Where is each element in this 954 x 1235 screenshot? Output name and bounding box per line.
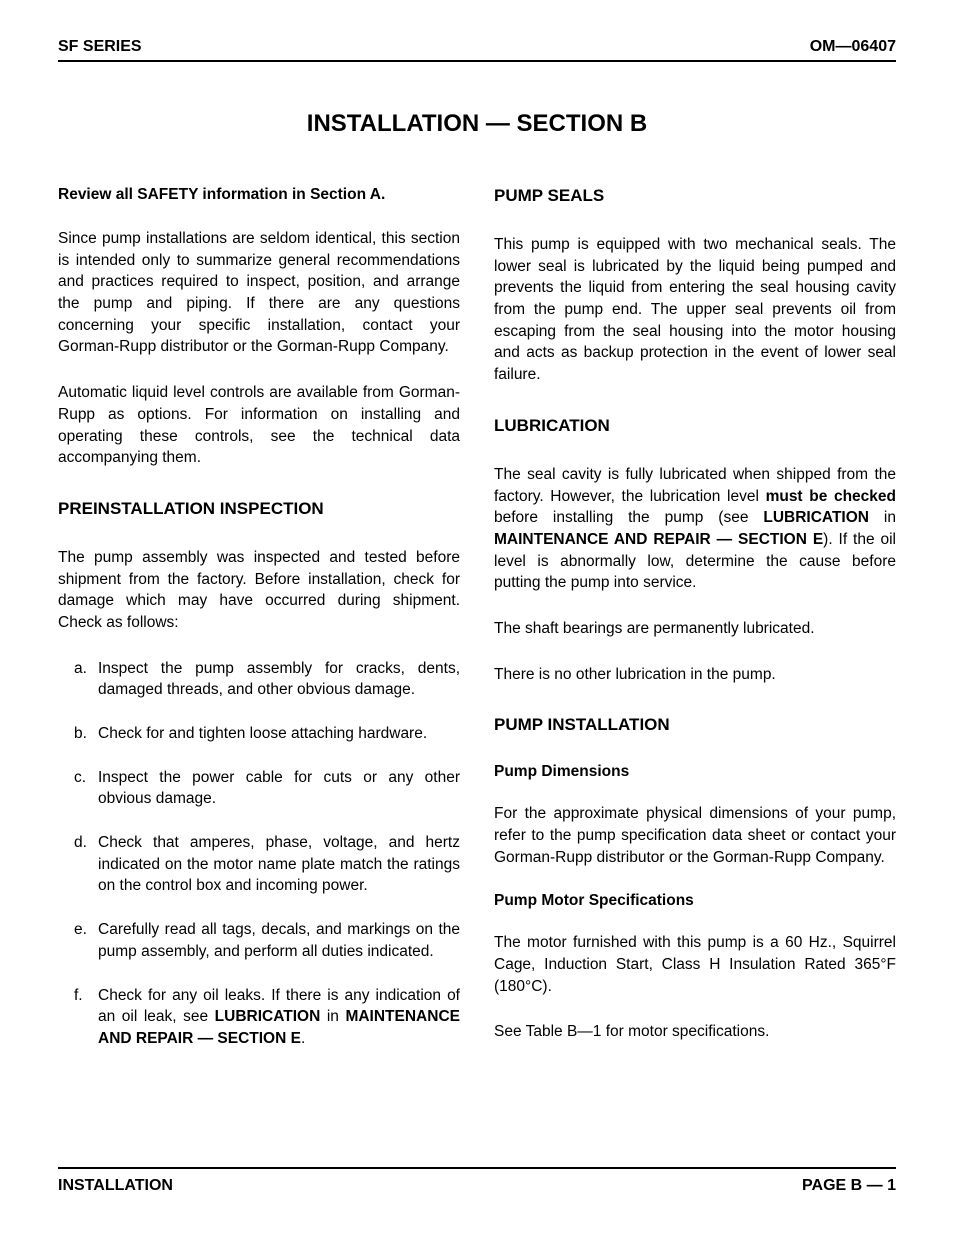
pump-seals-heading: PUMP SEALS bbox=[494, 186, 896, 206]
right-column: PUMP SEALS This pump is equipped with tw… bbox=[494, 186, 896, 1072]
pump-installation-heading: PUMP INSTALLATION bbox=[494, 715, 896, 735]
list-item: b. Check for and tighten loose attaching… bbox=[58, 723, 460, 745]
footer-rule: INSTALLATION PAGE B — 1 bbox=[58, 1167, 896, 1195]
list-marker: f. bbox=[74, 985, 98, 1050]
footer-right: PAGE B — 1 bbox=[802, 1177, 896, 1195]
section-title: INSTALLATION — SECTION B bbox=[58, 110, 896, 138]
list-item: a. Inspect the pump assembly for cracks,… bbox=[58, 658, 460, 701]
lubrication-heading: LUBRICATION bbox=[494, 416, 896, 436]
preinstall-checklist: a. Inspect the pump assembly for cracks,… bbox=[58, 658, 460, 1050]
lubrication-paragraph-3: There is no other lubrication in the pum… bbox=[494, 664, 896, 686]
text-run: before installing the pump (see bbox=[494, 509, 763, 526]
motor-spec-paragraph: The motor furnished with this pump is a … bbox=[494, 932, 896, 997]
table-reference-paragraph: See Table B—1 for motor specifications. bbox=[494, 1021, 896, 1043]
list-marker: c. bbox=[74, 767, 98, 810]
text-run: . bbox=[301, 1030, 305, 1047]
lubrication-paragraph-1: The seal cavity is fully lubricated when… bbox=[494, 464, 896, 594]
footer-block: INSTALLATION PAGE B — 1 bbox=[58, 1167, 896, 1195]
list-text: Check that amperes, phase, voltage, and … bbox=[98, 832, 460, 897]
text-bold: LUBRICATION bbox=[215, 1008, 321, 1025]
header-block: SF SERIES OM—06407 bbox=[58, 38, 896, 62]
list-text: Inspect the pump assembly for cracks, de… bbox=[98, 658, 460, 701]
text-bold: MAINTENANCE AND REPAIR — SECTION E bbox=[494, 531, 823, 548]
document-page: SF SERIES OM—06407 INSTALLATION — SECTIO… bbox=[0, 0, 954, 1235]
pump-dimensions-subheading: Pump Dimensions bbox=[494, 763, 896, 781]
text-bold: LUBRICATION bbox=[763, 509, 869, 526]
page-header: SF SERIES OM—06407 bbox=[58, 38, 896, 56]
text-run: in bbox=[869, 509, 896, 526]
list-item: d. Check that amperes, phase, voltage, a… bbox=[58, 832, 460, 897]
text-bold: must be checked bbox=[766, 488, 896, 505]
left-column: Review all SAFETY information in Section… bbox=[58, 186, 460, 1072]
pump-dimensions-paragraph: For the approximate physical dimensions … bbox=[494, 803, 896, 868]
list-marker: d. bbox=[74, 832, 98, 897]
list-text: Check for and tighten loose attaching ha… bbox=[98, 723, 460, 745]
motor-spec-subheading: Pump Motor Specifications bbox=[494, 892, 896, 910]
list-marker: e. bbox=[74, 919, 98, 962]
list-item: f. Check for any oil leaks. If there is … bbox=[58, 985, 460, 1050]
pump-seals-paragraph: This pump is equipped with two mechanica… bbox=[494, 234, 896, 386]
intro-paragraph-2: Automatic liquid level controls are avai… bbox=[58, 382, 460, 469]
header-right: OM—06407 bbox=[810, 38, 896, 56]
footer-left: INSTALLATION bbox=[58, 1177, 173, 1195]
content-columns: Review all SAFETY information in Section… bbox=[58, 186, 896, 1072]
safety-review-lead: Review all SAFETY information in Section… bbox=[58, 186, 460, 204]
preinstallation-intro: The pump assembly was inspected and test… bbox=[58, 547, 460, 634]
list-text: Check for any oil leaks. If there is any… bbox=[98, 985, 460, 1050]
list-text: Carefully read all tags, decals, and mar… bbox=[98, 919, 460, 962]
page-footer: INSTALLATION PAGE B — 1 bbox=[58, 1177, 896, 1195]
text-run: in bbox=[320, 1008, 345, 1025]
list-item: c. Inspect the power cable for cuts or a… bbox=[58, 767, 460, 810]
list-text: Inspect the power cable for cuts or any … bbox=[98, 767, 460, 810]
lubrication-paragraph-2: The shaft bearings are permanently lubri… bbox=[494, 618, 896, 640]
list-item: e. Carefully read all tags, decals, and … bbox=[58, 919, 460, 962]
header-left: SF SERIES bbox=[58, 38, 142, 56]
list-marker: b. bbox=[74, 723, 98, 745]
intro-paragraph-1: Since pump installations are seldom iden… bbox=[58, 228, 460, 358]
list-marker: a. bbox=[74, 658, 98, 701]
preinstallation-heading: PREINSTALLATION INSPECTION bbox=[58, 499, 460, 519]
